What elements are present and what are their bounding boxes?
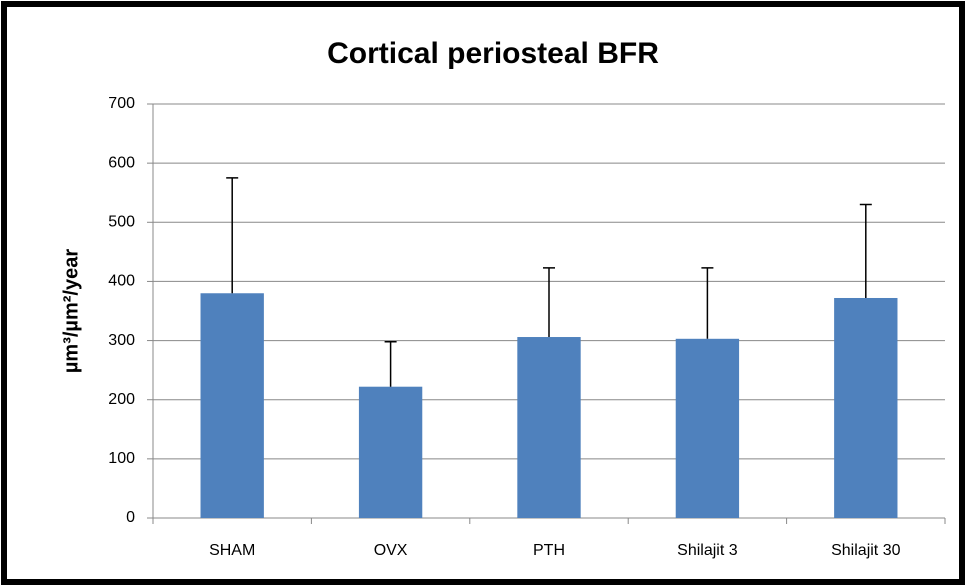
y-tick-label: 100 xyxy=(108,450,135,467)
error-bar xyxy=(543,267,555,338)
x-tick-label: Shilajit 30 xyxy=(831,542,900,559)
bar xyxy=(834,297,898,518)
bar xyxy=(200,293,264,518)
x-tick-label: OVX xyxy=(374,542,408,559)
y-axis-label: µm³/µm²/year xyxy=(60,249,82,373)
error-bar xyxy=(384,341,397,387)
y-tick-label: 0 xyxy=(126,509,135,526)
y-tick-label: 600 xyxy=(108,154,135,171)
error-bar xyxy=(701,267,714,339)
chart-title: Cortical periosteal BFR xyxy=(327,37,659,70)
y-tick-label: 400 xyxy=(108,273,135,290)
bar xyxy=(517,337,581,518)
error-bar xyxy=(226,177,239,294)
y-tick-label: 500 xyxy=(108,214,135,231)
bar xyxy=(358,386,423,518)
x-tick-label: SHAM xyxy=(209,542,255,559)
bar xyxy=(675,338,740,518)
x-tick-label: Shilajit 3 xyxy=(677,542,738,559)
y-tick-label: 300 xyxy=(108,332,135,349)
y-tick-label: 200 xyxy=(108,391,135,408)
x-tick-label: PTH xyxy=(533,542,565,559)
error-bar xyxy=(859,203,872,298)
y-tick-label: 700 xyxy=(108,95,135,112)
